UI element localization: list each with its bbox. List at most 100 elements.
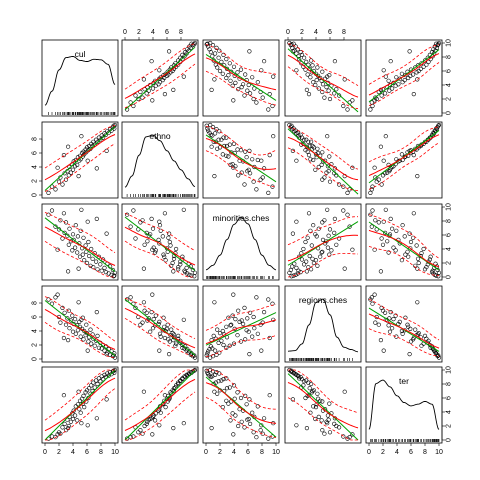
tick-label: 0 (204, 449, 208, 456)
data-point (149, 310, 154, 315)
spread-upper-line (368, 298, 440, 341)
data-point (224, 345, 229, 350)
panel-frame (202, 203, 280, 281)
data-point (397, 76, 402, 81)
spread-lower-line (287, 253, 359, 278)
data-point (70, 232, 76, 237)
data-point (387, 329, 393, 334)
data-point (252, 326, 257, 331)
data-point (181, 317, 186, 322)
data-point (208, 132, 213, 137)
data-point (94, 310, 99, 315)
data-point (310, 63, 315, 68)
data-point (109, 128, 114, 133)
data-point (302, 137, 307, 142)
data-point (78, 410, 83, 415)
data-point (313, 232, 318, 237)
data-point (215, 327, 220, 332)
data-point (133, 305, 138, 311)
data-point (104, 231, 109, 236)
data-point (187, 349, 192, 354)
data-point (311, 260, 317, 266)
data-point (157, 68, 162, 73)
data-point (178, 338, 183, 343)
data-point (181, 421, 186, 426)
data-point (53, 187, 58, 192)
data-point (153, 250, 158, 255)
data-point (148, 329, 153, 334)
data-point (325, 207, 330, 212)
y-axis-right-row-5: 0 2 4 6 8 10 (441, 366, 453, 442)
data-point (230, 83, 235, 88)
data-point (227, 61, 232, 66)
tick-label: 2 (32, 179, 39, 183)
data-point (92, 251, 97, 256)
data-point (250, 410, 255, 415)
spread-lower-line (124, 63, 196, 108)
data-point (211, 333, 216, 339)
data-point (304, 269, 310, 274)
data-point (304, 59, 309, 65)
data-point (301, 383, 306, 388)
data-point (251, 314, 256, 320)
data-point (181, 207, 186, 212)
data-point (342, 389, 347, 394)
data-point (150, 226, 156, 231)
tick-label: 4 (446, 83, 453, 87)
data-point (247, 352, 252, 357)
data-point (262, 416, 267, 421)
data-point (82, 405, 87, 410)
data-point (58, 218, 63, 223)
data-point (98, 262, 103, 267)
data-point (302, 55, 307, 60)
data-point (369, 100, 374, 105)
data-point (434, 126, 439, 131)
data-point (327, 227, 333, 232)
data-point (325, 413, 331, 418)
data-point (133, 93, 138, 98)
data-point (396, 82, 401, 87)
data-point (250, 157, 255, 162)
data-point (418, 66, 423, 71)
data-point (205, 370, 210, 375)
data-point (53, 295, 58, 300)
data-point (406, 254, 411, 259)
data-point (55, 165, 60, 170)
data-point (110, 267, 115, 273)
data-point (111, 274, 116, 279)
data-point (327, 179, 333, 184)
density-curve-ter (368, 379, 440, 430)
data-point (76, 389, 81, 394)
data-point (180, 377, 185, 382)
data-point (153, 313, 158, 318)
data-point (90, 143, 95, 149)
data-point (305, 72, 310, 77)
data-point (295, 373, 300, 378)
data-point (98, 137, 103, 142)
tick-label: 6 (446, 396, 453, 400)
data-point (307, 386, 312, 391)
spread-lower-line (368, 246, 440, 276)
data-point (399, 258, 405, 263)
data-point (254, 187, 259, 192)
data-point (63, 322, 69, 327)
data-point (267, 393, 272, 398)
spread-lower-line (44, 143, 116, 192)
data-point (73, 223, 78, 228)
data-point (233, 413, 238, 418)
data-point (243, 393, 248, 399)
data-point (181, 74, 186, 79)
data-point (424, 62, 429, 67)
data-point (400, 223, 405, 228)
data-point (271, 74, 276, 79)
data-point (85, 158, 90, 163)
spread-lower-line (124, 240, 195, 278)
data-point (182, 374, 187, 379)
data-point (209, 144, 214, 149)
data-point (381, 158, 386, 163)
linear-fit-line (368, 221, 440, 271)
data-point (46, 297, 51, 302)
data-point (378, 338, 384, 343)
tick-label: 8 (32, 137, 39, 141)
data-point (75, 402, 80, 407)
